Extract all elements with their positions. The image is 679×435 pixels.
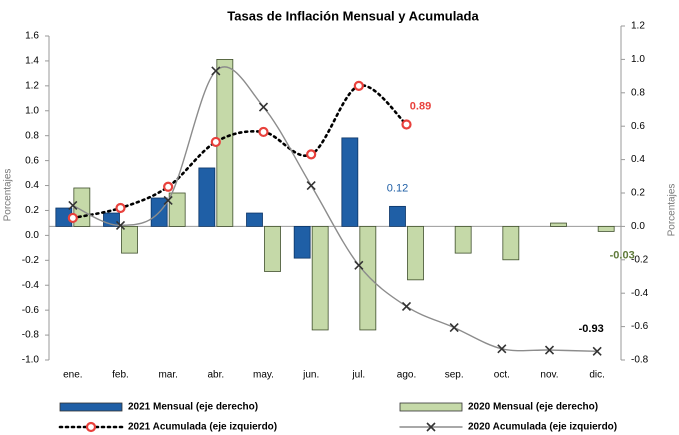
marker bbox=[163, 195, 173, 206]
marker bbox=[544, 345, 555, 355]
y-tick-label: 1.4 bbox=[25, 56, 39, 67]
bar bbox=[293, 225, 311, 259]
y-tick-label: 1.2 bbox=[25, 80, 39, 91]
bar bbox=[407, 225, 424, 281]
y-tick-label: -0.2 bbox=[22, 255, 40, 266]
bar bbox=[341, 137, 359, 227]
y-tick-label: 0.8 bbox=[25, 130, 39, 141]
marker bbox=[258, 102, 269, 112]
x-tick-label: jul. bbox=[351, 370, 365, 381]
x-tick-label: jun. bbox=[302, 370, 319, 381]
marker bbox=[354, 260, 364, 270]
y-tick-label: -0.8 bbox=[22, 330, 40, 341]
bar bbox=[597, 225, 615, 232]
marker bbox=[163, 181, 174, 192]
x-tick-label: ago. bbox=[397, 370, 416, 381]
legend-label: 2021 Mensual (eje derecho) bbox=[128, 402, 258, 413]
x-tick-label: feb. bbox=[112, 370, 129, 381]
x-tick-label: mar. bbox=[158, 370, 177, 381]
bar bbox=[121, 225, 138, 254]
x-tick-label: may. bbox=[253, 370, 274, 381]
x-tick-label: abr. bbox=[207, 370, 224, 381]
bar bbox=[502, 225, 520, 261]
bar bbox=[389, 205, 406, 227]
y-tick-label: 0.0 bbox=[25, 230, 39, 241]
legend-swatch bbox=[59, 402, 123, 412]
marker bbox=[306, 149, 317, 160]
marker bbox=[115, 220, 126, 230]
bar bbox=[311, 225, 329, 331]
marker bbox=[449, 323, 459, 333]
bar bbox=[454, 225, 472, 254]
data-label: -0.93 bbox=[579, 323, 604, 335]
data-label: -0.03 bbox=[610, 249, 635, 261]
chart-title: Tasas de Inflación Mensual y Acumulada bbox=[227, 8, 479, 23]
y2-tick-label: 0.8 bbox=[631, 87, 645, 98]
x-tick-label: oct. bbox=[494, 370, 510, 381]
bar bbox=[264, 225, 281, 272]
y2-tick-label: 1.2 bbox=[631, 21, 645, 32]
marker bbox=[592, 346, 602, 356]
bar bbox=[246, 212, 263, 227]
marker bbox=[401, 119, 412, 130]
bar bbox=[359, 225, 377, 331]
legend-label: 2020 Acumulada (eje izquierdo) bbox=[468, 422, 617, 433]
marker bbox=[115, 202, 126, 214]
y-tick-label: 0.4 bbox=[25, 180, 39, 191]
y2-tick-label: -0.2 bbox=[631, 254, 649, 265]
marker bbox=[210, 136, 221, 148]
marker bbox=[67, 212, 78, 224]
marker bbox=[68, 200, 78, 211]
y2-tick-label: 1.0 bbox=[631, 54, 645, 65]
legend-marker bbox=[85, 421, 97, 433]
marker bbox=[497, 344, 507, 354]
legend-marker bbox=[426, 422, 436, 432]
y-tick-label: -0.4 bbox=[22, 280, 40, 291]
y2-tick-label: -0.4 bbox=[631, 288, 649, 299]
y-tick-label: -0.6 bbox=[22, 305, 40, 316]
bar bbox=[168, 192, 186, 227]
y2-tick-label: 0.4 bbox=[631, 154, 645, 165]
y2-tick-label: 0.0 bbox=[631, 221, 645, 232]
data-label: 0.89 bbox=[410, 100, 431, 112]
marker bbox=[258, 126, 269, 138]
legend-swatch bbox=[399, 402, 463, 412]
y2-axis-title: Porcentajes bbox=[667, 184, 678, 237]
marker bbox=[353, 80, 364, 91]
data-label: 0.12 bbox=[387, 182, 408, 194]
bar bbox=[198, 167, 216, 227]
y-tick-label: 1.6 bbox=[25, 31, 39, 42]
y-tick-label: -1.0 bbox=[22, 355, 40, 366]
bar bbox=[550, 222, 567, 227]
marker bbox=[211, 66, 221, 76]
y2-tick-label: -0.8 bbox=[631, 355, 649, 366]
y-tick-label: 0.2 bbox=[25, 205, 39, 216]
x-tick-label: nov. bbox=[540, 370, 558, 381]
x-tick-label: ene. bbox=[63, 370, 82, 381]
y2-tick-label: -0.6 bbox=[631, 321, 649, 332]
x-tick-label: dic. bbox=[589, 370, 605, 381]
y2-tick-label: 0.6 bbox=[631, 121, 645, 132]
marker bbox=[401, 301, 412, 311]
legend-label: 2020 Mensual (eje derecho) bbox=[468, 402, 598, 413]
y-tick-label: 0.6 bbox=[25, 155, 39, 166]
y2-tick-label: 0.2 bbox=[631, 188, 645, 199]
y-tick-label: 1.0 bbox=[25, 105, 39, 116]
x-tick-label: sep. bbox=[445, 370, 464, 381]
marker bbox=[306, 180, 316, 191]
y-axis-title: Porcentajes bbox=[3, 169, 14, 222]
legend-label: 2021 Acumulada (eje izquierdo) bbox=[128, 422, 277, 433]
